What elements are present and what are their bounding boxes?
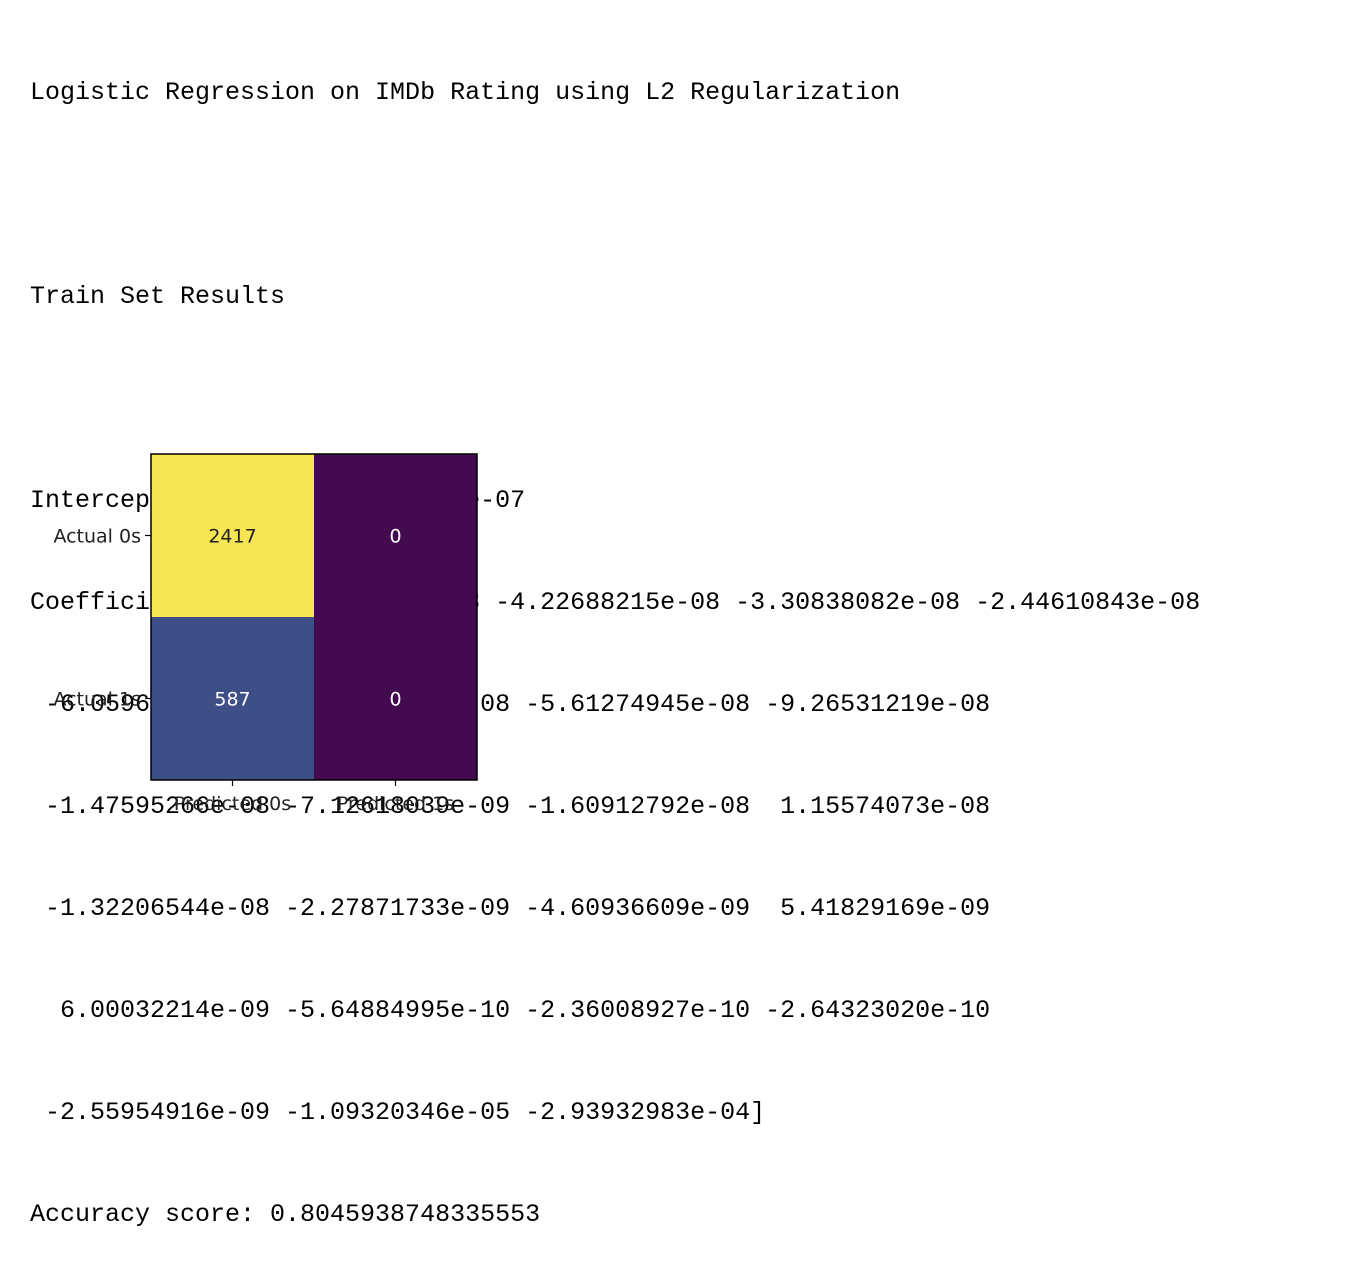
accuracy-line: Accuracy score: 0.8045938748335553 [30,1200,541,1229]
output-section-heading: Train Set Results [30,282,286,311]
plot-frame [150,453,478,781]
heatmap-cell [314,454,477,617]
coefficients-line: -2.55954916e-09 -1.09320346e-05 -2.93932… [30,1098,766,1127]
cell-value-label: 0 [389,689,401,711]
blank-line [30,178,1200,212]
coefficients-line: -1.47595266e-08 -7.12618039e-09 -1.60912… [30,792,991,821]
output-title: Logistic Regression on IMDb Rating using… [30,78,901,107]
coefficients-line: -1.32206544e-08 -2.27871733e-09 -4.60936… [30,894,991,923]
cell-value-label: 587 [214,689,250,711]
heatmap-cell [151,454,314,617]
heatmap-cell [314,617,477,780]
cell-value-label: 2417 [208,526,256,548]
blank-line [30,382,1200,416]
x-tick-label: Predicted 1s [337,793,454,815]
x-tick-label: Predicted 0s [174,793,291,815]
heatmap-cell [151,617,314,780]
coefficients-line: 6.00032214e-09 -5.64884995e-10 -2.360089… [30,996,991,1025]
confusion-matrix-chart: 2417 0 587 0 Actual 0s Actual 1s Predicted 0s P… [53,453,478,815]
y-tick-label: Actual 0s [53,526,141,548]
cell-value-label: 0 [389,526,401,548]
y-tick-label: Actual 1s [53,689,141,711]
